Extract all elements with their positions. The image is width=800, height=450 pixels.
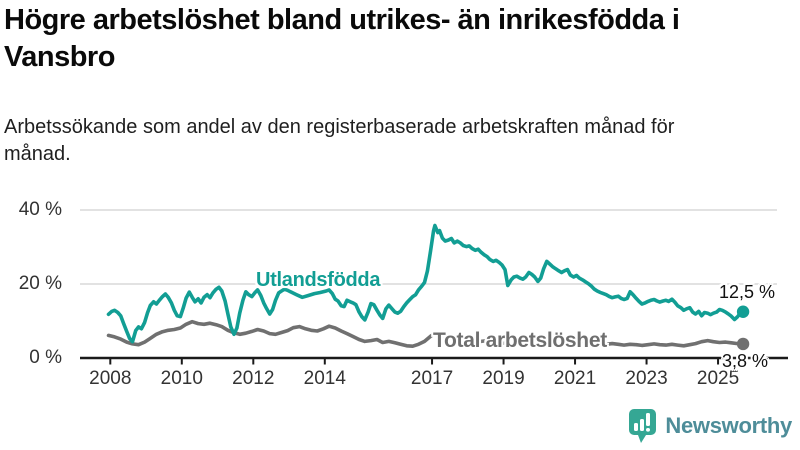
x-axis-label-2012: 2012 xyxy=(232,368,275,389)
series-label-total: Total arbetslöshet xyxy=(433,329,607,352)
end-dot-total-arbetsl-shet xyxy=(736,337,750,351)
y-axis-label-40: 40 % xyxy=(18,199,62,220)
chart-subtitle: Arbetssökande som andel av den registerb… xyxy=(4,116,675,165)
y-axis-label-20: 20 % xyxy=(18,273,62,294)
line-total-arbetsl-shet xyxy=(106,319,745,349)
newsworthy-logo: Newsworthy xyxy=(627,408,792,444)
x-axis-label-2017: 2017 xyxy=(410,368,454,389)
newsworthy-logo-text: Newsworthy xyxy=(665,413,792,438)
end-value-utlandsfodda: 12,5 % xyxy=(719,282,776,302)
series-label-utlandsfodda: Utlandsfödda xyxy=(256,269,381,291)
x-axis-label-2019: 2019 xyxy=(482,368,525,389)
x-axis-label-2021: 2021 xyxy=(553,368,597,389)
end-value-total: 3,8 % xyxy=(722,351,769,371)
x-axis-label-2010: 2010 xyxy=(160,368,203,389)
line-utlandsf-dda xyxy=(106,223,745,344)
x-axis-label-2023: 2023 xyxy=(625,368,668,389)
y-axis-label-0: 0 % xyxy=(29,347,62,368)
newsworthy-logo-icon xyxy=(629,409,657,443)
x-axis-label-2014: 2014 xyxy=(303,368,346,389)
x-axis-label-2025: 2025 xyxy=(696,368,740,389)
chart-title: Högre arbetslöshet bland utrikes- än inr… xyxy=(4,4,680,74)
x-axis-label-2008: 2008 xyxy=(89,368,132,389)
end-dot-utlandsf-dda xyxy=(736,305,750,318)
